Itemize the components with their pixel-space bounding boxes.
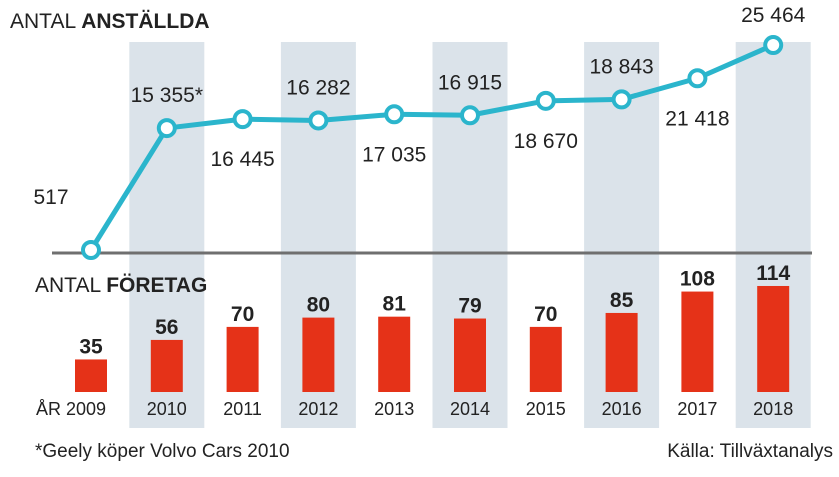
bar-label-2013: 81 (383, 293, 407, 316)
bar-label-2010: 56 (155, 316, 178, 339)
bar-label-2012: 80 (307, 294, 330, 317)
bar-2016 (605, 312, 638, 392)
line-series: 517 15 355* 16 445 16 282 17 035 16 915 18 670… (33, 4, 806, 260)
bar-label-2018: 114 (756, 262, 790, 285)
year-label-2011: 2011 (223, 399, 262, 419)
point-2018 (763, 35, 784, 56)
point-label-2014: 16 915 (438, 71, 502, 94)
line-path (88, 42, 775, 252)
point-2011 (232, 109, 253, 130)
bar-chart-title: ANTAL FÖRETAG (35, 274, 207, 297)
bar-2011 (226, 326, 259, 392)
bar-2009 (75, 359, 107, 392)
point-label-2016: 18 843 (589, 55, 653, 78)
bar-label-2016: 85 (610, 289, 634, 312)
point-2013 (384, 104, 405, 125)
point-2014 (460, 105, 480, 126)
year-label-2012: 2012 (298, 399, 338, 419)
year-label-2014: 2014 (450, 399, 490, 419)
point-label-2012: 16 282 (286, 76, 350, 99)
point-2015 (535, 90, 556, 111)
point-label-2018: 25 464 (741, 4, 806, 27)
bar-2012 (302, 317, 335, 392)
year-label-2017: 2017 (677, 399, 717, 419)
point-label-2010: 15 355* (131, 84, 203, 107)
title-bold: ANSTÄLLDA (81, 10, 209, 33)
bar-label-2009: 35 (79, 335, 103, 358)
year-label-2010: 2010 (147, 399, 187, 419)
source: Källa: Tillväxtanalys (667, 441, 833, 462)
title-bold: FÖRETAG (106, 274, 207, 297)
bar-2017 (681, 291, 714, 392)
point-2016 (611, 89, 632, 110)
year-label-2009: ÅR 2009 (36, 399, 106, 419)
point-label-2013: 17 035 (362, 143, 426, 166)
point-label-2015: 18 670 (514, 130, 578, 153)
point-2012 (308, 110, 329, 131)
bar-2013 (378, 316, 411, 392)
point-label-2011: 16 445 (210, 148, 274, 171)
bar-2015 (529, 326, 562, 392)
line-chart-title: ANTAL ANSTÄLLDA (10, 10, 210, 33)
footnote: *Geely köper Volvo Cars 2010 (35, 441, 290, 462)
bar-2018 (757, 285, 790, 392)
bar-label-2015: 70 (534, 303, 557, 326)
year-label-2013: 2013 (374, 399, 414, 419)
point-label-2009: 517 (33, 186, 68, 209)
title-light: ANTAL (10, 10, 75, 33)
title-light: ANTAL (35, 274, 100, 297)
year-label-2016: 2016 (602, 399, 642, 419)
year-label-2018: 2018 (753, 399, 793, 419)
point-2010 (156, 118, 177, 139)
point-2009 (81, 240, 101, 260)
bars: 35 ÅR 2009 56 2010 70 2011 80 2012 81 2013 79 2014 7… (36, 262, 793, 419)
bar-label-2014: 79 (458, 295, 481, 318)
bar-label-2011: 70 (231, 303, 254, 326)
bar-label-2017: 108 (680, 268, 715, 291)
bar-2014 (454, 318, 486, 392)
point-label-2017: 21 418 (665, 107, 729, 130)
year-label-2015: 2015 (526, 399, 566, 419)
point-2017 (687, 68, 708, 89)
bar-2010 (150, 339, 183, 392)
